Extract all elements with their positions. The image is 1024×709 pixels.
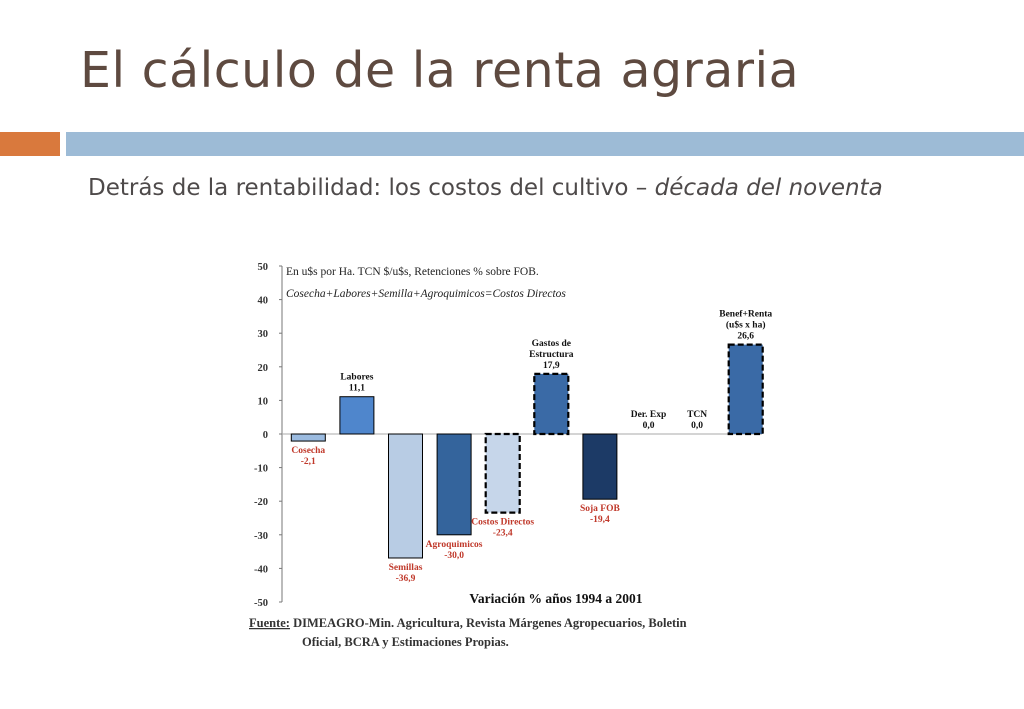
y-tick-label: -40	[254, 564, 268, 575]
bar-category-label: Soja FOB	[580, 504, 621, 514]
bar-value-label: 26,6	[737, 332, 754, 342]
source-line-1: Fuente: DIMEAGRO-Min. Agricultura, Revis…	[249, 616, 687, 630]
bar-value-label: 11,1	[349, 384, 365, 394]
source-text-1: DIMEAGRO-Min. Agricultura, Revista Márge…	[290, 616, 687, 630]
bar-value-label: -23,4	[493, 529, 513, 539]
slide-title: El cálculo de la renta agraria	[80, 42, 800, 99]
y-tick-label: 0	[263, 430, 268, 441]
bar-value-label: -36,9	[396, 574, 416, 584]
y-tick-label: -20	[254, 497, 268, 508]
bar-value-label: 0,0	[643, 421, 655, 431]
bar-category-label: Estructura	[529, 350, 574, 360]
y-tick-label: -10	[254, 464, 268, 475]
accent-bar-orange	[0, 132, 60, 156]
bar-category-label: Semillas	[389, 563, 423, 573]
bar-benef-renta	[727, 343, 764, 436]
chart-note-units: En u$s por Ha. TCN $/u$s, Retenciones % …	[286, 265, 539, 278]
accent-bar-blue	[66, 132, 1024, 156]
y-tick-label: 20	[258, 363, 269, 374]
bar-value-label: 0,0	[691, 421, 703, 431]
bar-agroquimicos	[436, 433, 472, 536]
bar-category-label: (u$s x ha)	[726, 320, 766, 331]
x-axis-label: Variación % años 1994 a 2001	[469, 591, 642, 606]
bar-category-label: Costos Directos	[471, 518, 534, 528]
slide-subtitle: Detrás de la rentabilidad: los costos de…	[88, 170, 968, 206]
y-tick-label: 10	[258, 396, 269, 407]
bar-category-label: Agroquimicos	[426, 540, 483, 550]
y-tick-label: 50	[258, 262, 269, 273]
y-tick-label: -50	[254, 598, 268, 609]
bar-category-label: Labores	[340, 373, 373, 383]
y-tick-label: 40	[258, 296, 269, 307]
bar-value-label: 17,9	[543, 361, 560, 371]
subtitle-main: Detrás de la rentabilidad: los costos de…	[88, 175, 655, 201]
bar-category-label: Cosecha	[291, 446, 325, 456]
bar-labores	[339, 396, 375, 435]
bar-semillas	[388, 433, 423, 559]
variation-bar-chart: 50 40 30 20 10 0 -10 -20 -30 -40 -50 Cosecha-2,1 La…	[249, 262, 772, 649]
bar-cosecha	[290, 433, 326, 442]
bar-costos-directos	[484, 432, 521, 514]
bar-category-label: Benef+Renta	[719, 310, 772, 320]
y-axis: 50 40 30 20 10 0 -10 -20 -30 -40 -50	[254, 262, 762, 609]
bar-category-label: TCN	[687, 410, 707, 420]
bar-value-label: -2,1	[301, 457, 316, 467]
bar-value-label: -30,0	[444, 551, 464, 561]
chart-note-formula: Cosecha+Labores+Semilla+Agroquimicos=Cos…	[286, 288, 566, 300]
bar-category-label: Der. Exp	[631, 410, 667, 420]
bar-value-label: -19,4	[590, 515, 610, 525]
source-label: Fuente:	[249, 616, 290, 630]
source-line-2: Oficial, BCRA y Estimaciones Propias.	[302, 635, 509, 649]
bar-category-label: Gastos de	[532, 339, 571, 349]
bar-soja-fob	[582, 433, 618, 500]
y-tick-label: -30	[254, 531, 268, 542]
bars-group	[290, 343, 764, 559]
bar-gastos-de-estructura	[533, 372, 570, 436]
y-tick-label: 30	[258, 329, 269, 340]
subtitle-italic: década del noventa	[654, 175, 883, 201]
